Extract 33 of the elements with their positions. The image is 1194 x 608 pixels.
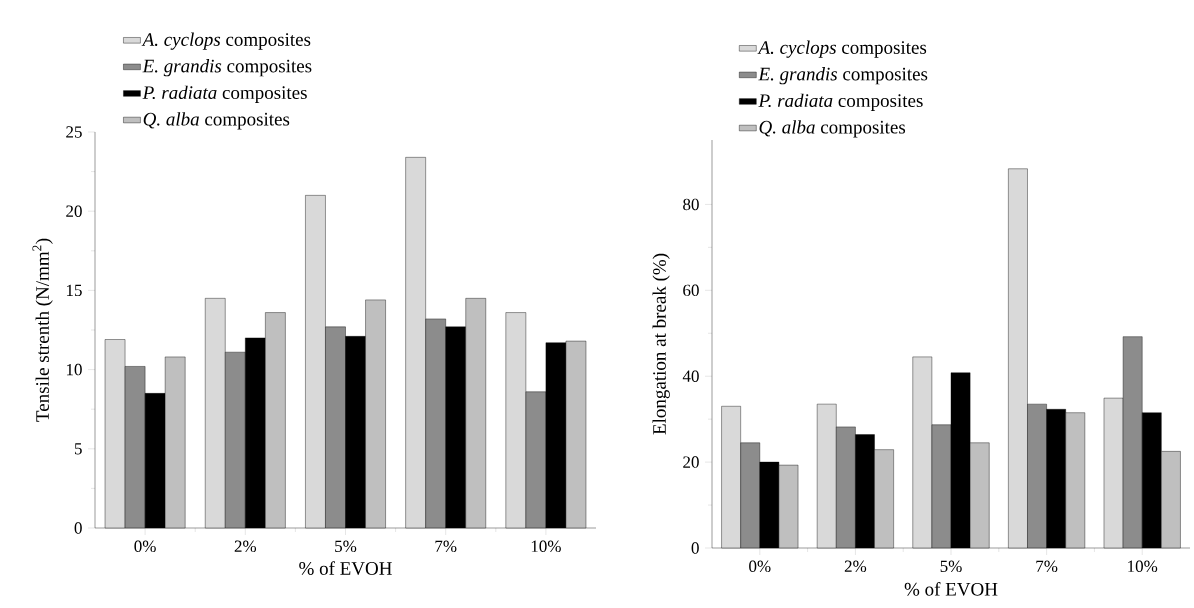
y-tick-label: 20 xyxy=(683,456,699,468)
x-tick-label: 7% xyxy=(1036,560,1058,573)
y-tick-label: 25 xyxy=(66,126,82,138)
x-axis-title: % of EVOH xyxy=(904,582,998,596)
y-axis-title: Elongation at break (%) xyxy=(652,253,670,435)
y-tick-label: 0 xyxy=(691,542,699,554)
y-tick-label: 20 xyxy=(66,205,82,217)
legend-label: Q. alba composites xyxy=(759,120,906,138)
y-tick-label: 10 xyxy=(66,363,82,376)
x-tick-label: 2% xyxy=(844,560,867,573)
y-tick-label: 5 xyxy=(74,443,82,455)
y-tick-label: 15 xyxy=(66,284,82,297)
legend-label: A. cyclops composites xyxy=(757,40,927,58)
x-tick-label: 10% xyxy=(531,540,561,553)
legend-label: E. grandis composites xyxy=(142,59,312,77)
y-tick-label: 60 xyxy=(683,284,699,297)
legend-label: P. radiata composites xyxy=(142,85,307,103)
y-axis-title: Tensile strenth (N/mm$^{2}$) xyxy=(32,238,53,422)
legend-label: P. radiata composites xyxy=(758,93,923,111)
x-tick-label: 7% xyxy=(435,540,457,553)
x-tick-label: 5% xyxy=(335,540,357,553)
y-tick-label: 40 xyxy=(682,370,699,382)
x-tick-label: 0% xyxy=(134,540,156,553)
legend-label: A. cyclops composites xyxy=(141,32,311,50)
x-tick-label: 10% xyxy=(1128,560,1158,573)
x-tick-label: 0% xyxy=(749,560,771,573)
x-tick-label: 5% xyxy=(940,560,962,573)
y-tick-label: 80 xyxy=(683,198,699,211)
legend-label: E. grandis composites xyxy=(758,67,928,85)
x-tick-label: 2% xyxy=(234,540,257,553)
y-tick-label: 0 xyxy=(74,522,82,534)
legend-label: Q. alba composites xyxy=(143,112,290,130)
x-axis-title: % of EVOH xyxy=(299,561,392,575)
